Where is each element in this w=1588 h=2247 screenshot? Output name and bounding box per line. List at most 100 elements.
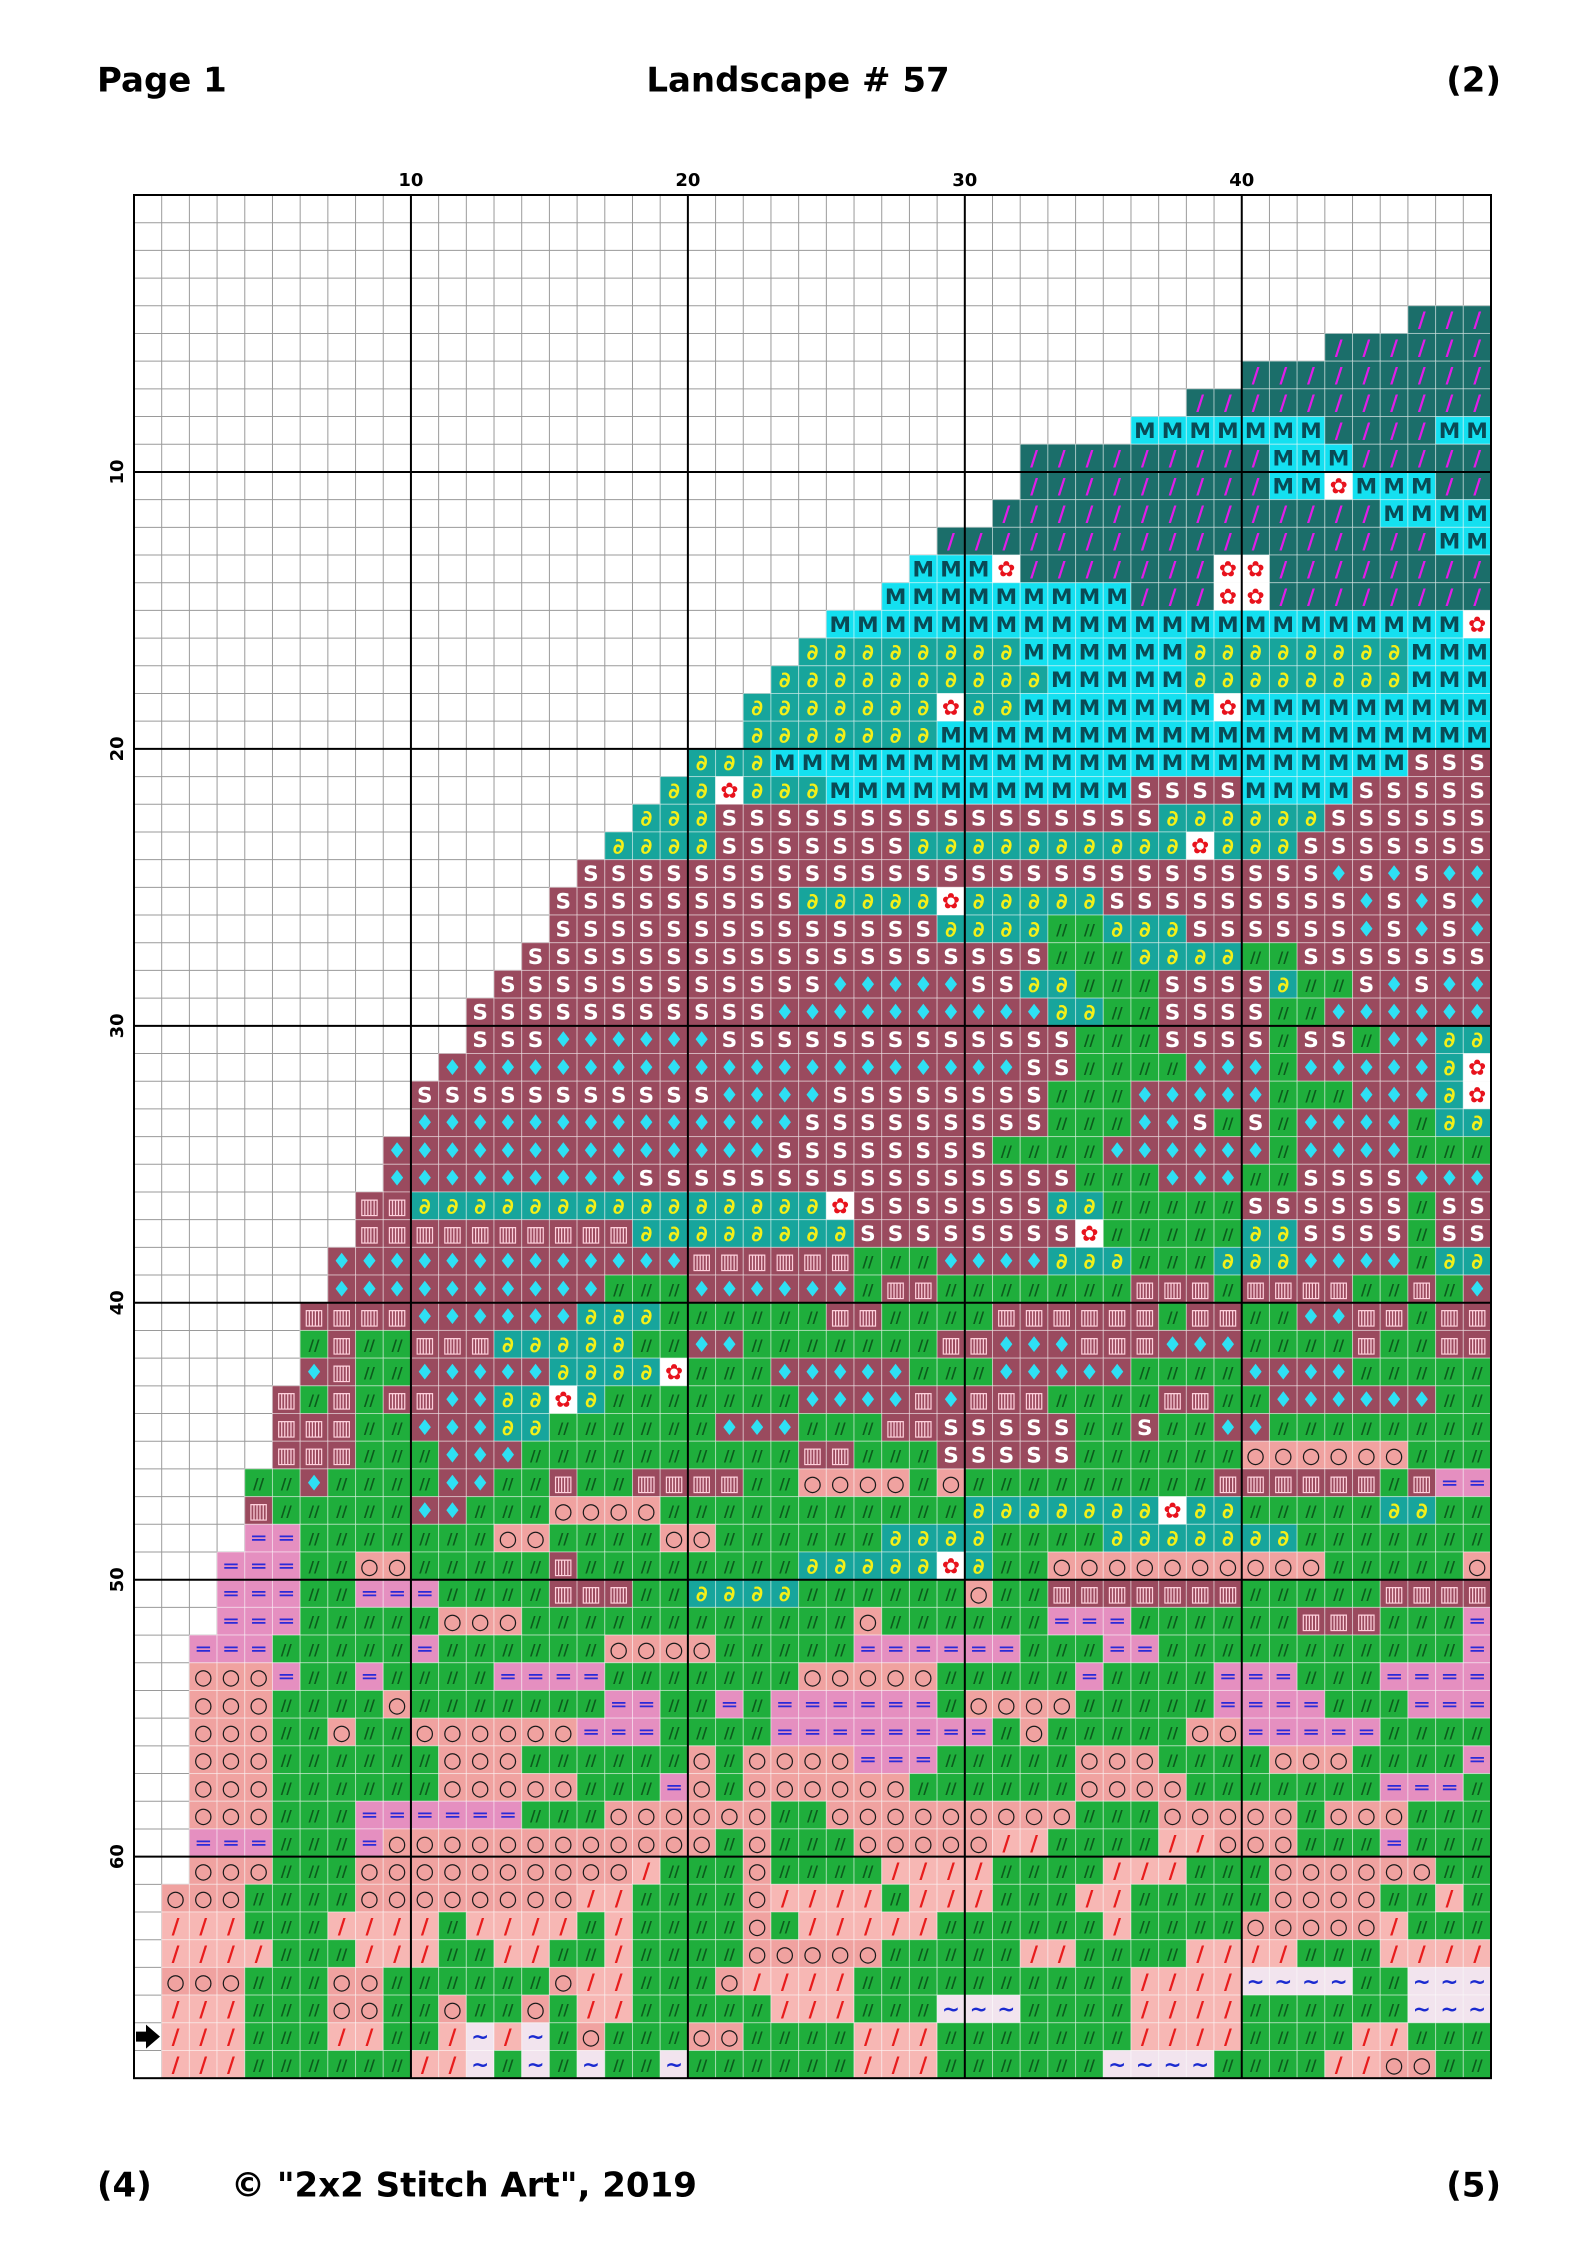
stitch-symbol: //	[862, 1253, 874, 1271]
stitch-symbol: /	[892, 2025, 900, 2050]
stitch-symbol: M	[1189, 724, 1211, 749]
stitch-symbol: S	[832, 1028, 848, 1053]
stitch-symbol: ∂	[890, 1554, 902, 1579]
stitch-symbol: //	[1472, 1364, 1484, 1382]
footer-right: (5)	[1446, 2166, 1501, 2206]
stitch-symbol: ○	[415, 1721, 434, 1746]
stitch-symbol: //	[1444, 1281, 1456, 1299]
stitch-symbol: //	[1416, 1198, 1428, 1216]
stitch-symbol: ▥	[1384, 1582, 1404, 1607]
stitch-symbol: ~	[1330, 1970, 1348, 1995]
stitch-symbol: //	[1305, 1946, 1317, 1964]
stitch-symbol: //	[1056, 1087, 1068, 1105]
stitch-symbol: //	[1305, 1586, 1317, 1604]
stitch-symbol: ∂	[1028, 834, 1040, 859]
stitch-symbol: ♦	[498, 1250, 517, 1275]
stitch-symbol: ▥	[885, 1416, 905, 1441]
stitch-symbol: M	[829, 751, 851, 776]
stitch-symbol: ♦	[1412, 917, 1431, 942]
stitch-symbol: //	[419, 1558, 431, 1576]
stitch-symbol: S	[1026, 945, 1042, 970]
stitch-symbol: //	[862, 1502, 874, 1520]
stitch-symbol: ∂	[807, 668, 819, 693]
stitch-symbol: /	[1473, 364, 1481, 389]
stitch-symbol: S	[860, 1167, 876, 1192]
stitch-symbol: ▥	[1245, 1277, 1265, 1302]
stitch-symbol: /	[1362, 585, 1370, 610]
stitch-symbol: //	[1416, 1641, 1428, 1659]
stitch-symbol: ♦	[470, 1139, 489, 1164]
stitch-symbol: //	[1001, 1613, 1013, 1631]
stitch-symbol: ♦	[609, 1167, 628, 1192]
stitch-symbol: /	[1418, 364, 1426, 389]
stitch-symbol: ═	[1387, 1776, 1402, 1801]
stitch-symbol: ♦	[443, 1499, 462, 1524]
stitch-symbol: S	[1303, 890, 1319, 915]
stitch-symbol: S	[722, 1028, 738, 1053]
stitch-symbol: ○	[1191, 1804, 1210, 1829]
stitch-symbol: S	[1026, 1056, 1042, 1081]
stitch-symbol: ○	[443, 1859, 462, 1884]
stitch-symbol: //	[336, 1696, 348, 1714]
stitch-symbol: S	[1469, 945, 1485, 970]
stitch-symbol: //	[1167, 1641, 1179, 1659]
stitch-symbol: ∂	[613, 1360, 625, 1385]
stitch-symbol: /	[1141, 2025, 1149, 2050]
stitch-symbol: ○	[969, 1582, 988, 1607]
stitch-symbol: ∂	[668, 1222, 680, 1247]
stitch-symbol: ▥	[1439, 1333, 1459, 1358]
stitch-symbol: S	[971, 1222, 987, 1247]
stitch-symbol: M	[1328, 696, 1350, 721]
stitch-symbol: ○	[1218, 1804, 1237, 1829]
stitch-symbol: ○	[1329, 1444, 1348, 1469]
stitch-symbol: ○	[831, 1776, 850, 1801]
stitch-symbol: ○	[222, 1776, 241, 1801]
stitch-symbol: ▥	[1079, 1582, 1099, 1607]
stitch-symbol: ♦	[886, 973, 905, 998]
stitch-symbol: ♦	[609, 1111, 628, 1136]
stitch-symbol: ♦	[1135, 1084, 1154, 1109]
stitch-symbol: //	[1333, 1502, 1345, 1520]
stitch-symbol: //	[1112, 949, 1124, 967]
stitch-symbol: M	[1189, 751, 1211, 776]
stitch-symbol: ∂	[834, 696, 846, 721]
stitch-symbol: ▥	[1467, 1333, 1487, 1358]
stitch-symbol: //	[1139, 1918, 1151, 1936]
stitch-symbol: S	[1442, 945, 1458, 970]
stitch-symbol: //	[1416, 1142, 1428, 1160]
stitch-symbol: ∂	[779, 668, 791, 693]
stitch-symbol: S	[1026, 862, 1042, 887]
stitch-symbol: ♦	[747, 1139, 766, 1164]
stitch-symbol: S	[860, 834, 876, 859]
stitch-symbol: ~	[1136, 2053, 1154, 2078]
stitch-symbol: //	[1001, 1558, 1013, 1576]
stitch-symbol: ∂	[1084, 1250, 1096, 1275]
stitch-symbol: //	[1472, 1530, 1484, 1548]
stitch-symbol: ○	[554, 1887, 573, 1912]
stitch-symbol: S	[722, 917, 738, 942]
stitch-symbol: //	[1416, 1530, 1428, 1548]
stitch-symbol: ▥	[276, 1444, 296, 1469]
stitch-symbol: /	[1446, 585, 1454, 610]
stitch-symbol: //	[1056, 1973, 1068, 1991]
stitch-symbol: S	[583, 973, 599, 998]
stitch-symbol: ♦	[914, 1056, 933, 1081]
stitch-symbol: M	[1383, 696, 1405, 721]
stitch-symbol: //	[807, 1309, 819, 1327]
stitch-symbol: ♦	[1329, 862, 1348, 887]
stitch-symbol: /	[1169, 530, 1177, 555]
stitch-symbol: //	[1084, 1087, 1096, 1105]
stitch-symbol: /	[1169, 447, 1177, 472]
stitch-cell	[1296, 526, 1326, 556]
stitch-symbol: ♦	[498, 1305, 517, 1330]
stitch-symbol: ∂	[1222, 807, 1234, 832]
stitch-symbol: S	[583, 1084, 599, 1109]
stitch-symbol: S	[1359, 779, 1375, 804]
stitch-symbol: ∂	[890, 640, 902, 665]
stitch-symbol: M	[1356, 751, 1378, 776]
stitch-symbol: S	[555, 917, 571, 942]
stitch-symbol: ○	[388, 1831, 407, 1856]
stitch-symbol: S	[888, 1084, 904, 1109]
stitch-symbol: /	[1141, 1859, 1149, 1884]
stitch-symbol: ═	[1248, 1665, 1263, 1690]
